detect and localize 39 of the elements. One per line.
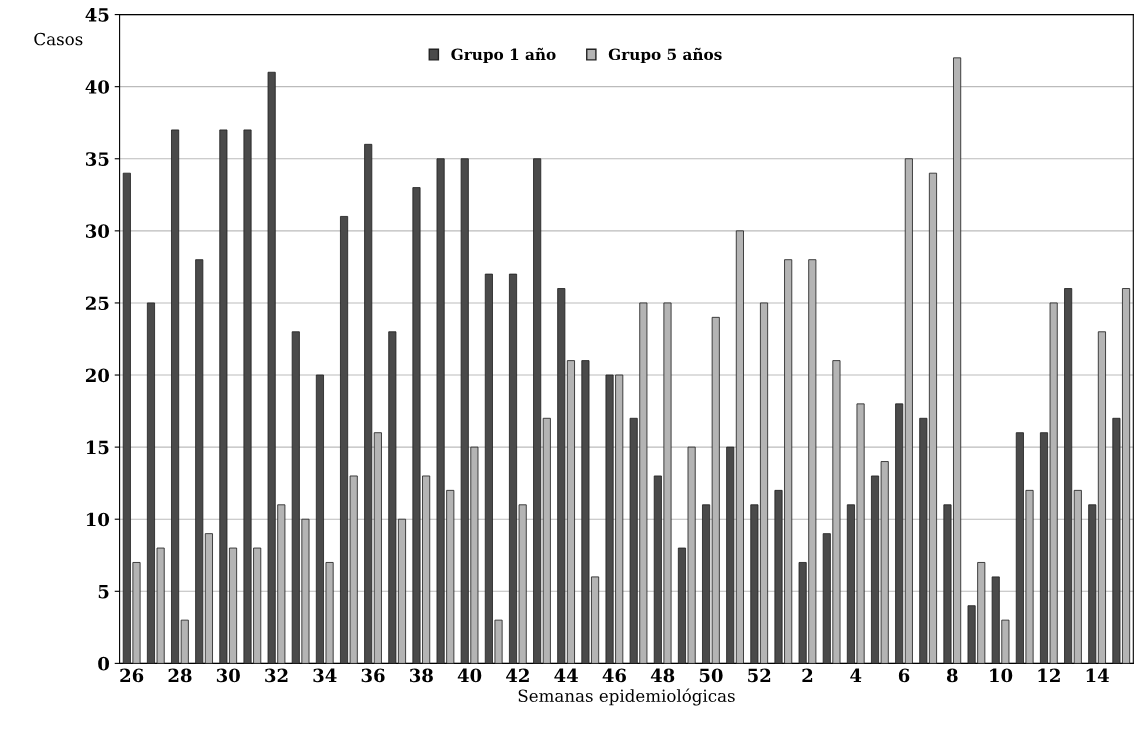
x-tick-label: 32 <box>265 668 288 683</box>
x-axis-title: Semanas epidemiológicas <box>518 688 735 706</box>
bar <box>364 143 373 664</box>
y-tick-label: 10 <box>86 512 110 527</box>
y-tick-label: 20 <box>85 368 110 383</box>
x-tick-label: 42 <box>506 668 529 682</box>
x-tick-label: 38 <box>409 668 433 683</box>
y-tick-label: 25 <box>85 296 109 311</box>
legend-label: Grupo 1 año <box>451 47 556 64</box>
y-tick-label: 15 <box>86 440 109 455</box>
bar <box>533 158 542 664</box>
x-tick-label: 2 <box>802 668 813 682</box>
y-tick-label: 45 <box>85 8 109 22</box>
x-tick-label: 10 <box>990 668 1013 683</box>
x-tick-label: 28 <box>168 668 192 683</box>
x-tick-label: 48 <box>650 668 675 683</box>
y-tick-label: 35 <box>86 152 109 166</box>
x-tick-label: 14 <box>1086 668 1109 682</box>
x-tick-label: 30 <box>216 668 240 683</box>
x-tick-label: 44 <box>554 668 578 682</box>
x-tick-label: 26 <box>120 668 144 683</box>
y-axis-title: Casos <box>34 32 83 46</box>
x-tick-label: 36 <box>361 668 385 683</box>
x-tick-label: 4 <box>850 668 862 682</box>
x-tick-label: 8 <box>946 668 958 683</box>
bar <box>1064 288 1073 664</box>
x-tick-label: 40 <box>457 668 482 683</box>
x-tick-label: 34 <box>313 668 337 683</box>
x-tick-label: 12 <box>1038 668 1060 682</box>
y-tick-label: 5 <box>98 585 109 599</box>
x-tick-label: 52 <box>748 668 771 683</box>
x-tick-label: 46 <box>602 668 626 683</box>
y-tick-label: 0 <box>98 656 110 671</box>
y-tick-label: 30 <box>86 224 110 238</box>
legend-label: Grupo 5 años <box>608 47 722 64</box>
bar <box>895 403 904 664</box>
x-tick-label: 50 <box>699 668 723 683</box>
y-tick-label: 40 <box>85 80 110 94</box>
x-tick-label: 6 <box>898 668 910 683</box>
